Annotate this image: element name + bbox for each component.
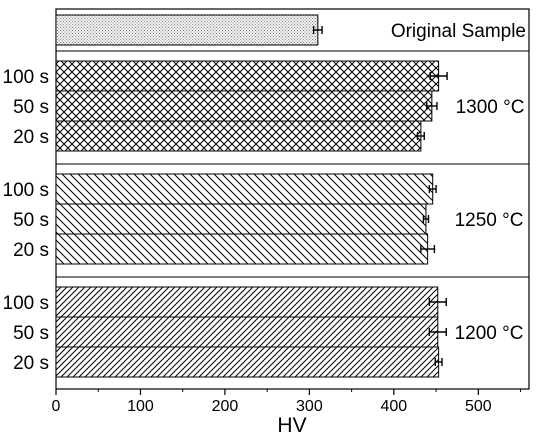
bar bbox=[55, 60, 440, 92]
group-separators bbox=[56, 50, 529, 278]
x-axis: 0 100 200 300 400 500 bbox=[52, 389, 522, 415]
category-label: 20 s bbox=[13, 240, 49, 261]
category-label: 20 s bbox=[13, 127, 49, 148]
group-labels: Original Sample 1300 °C 1250 °C 1200 °C bbox=[391, 21, 526, 344]
x-tick-label: 0 bbox=[52, 398, 61, 415]
x-tick-label: 200 bbox=[212, 398, 239, 415]
x-axis-title: HV bbox=[277, 414, 306, 437]
group-label: 1300 °C bbox=[456, 97, 525, 118]
bar bbox=[55, 286, 439, 318]
category-label: 50 s bbox=[13, 210, 49, 231]
bar bbox=[55, 316, 439, 348]
category-labels: 100 s 50 s 20 s 100 s 50 s 20 s 100 s 50 s 20 s bbox=[3, 67, 49, 374]
category-label: 50 s bbox=[13, 97, 49, 118]
category-label: 100 s bbox=[3, 180, 49, 201]
bar bbox=[55, 233, 429, 265]
bar-series bbox=[55, 14, 440, 378]
x-tick-label: 300 bbox=[296, 398, 323, 415]
category-label: 100 s bbox=[3, 67, 49, 88]
bar bbox=[55, 203, 427, 235]
category-label: 20 s bbox=[13, 353, 49, 374]
group-label: 1200 °C bbox=[455, 323, 524, 344]
x-tick-label: 100 bbox=[127, 398, 154, 415]
bar bbox=[55, 14, 319, 46]
error-bars bbox=[312, 26, 448, 366]
group-label: 1250 °C bbox=[455, 210, 524, 231]
bar bbox=[55, 346, 440, 378]
group-label: Original Sample bbox=[391, 21, 526, 42]
bar bbox=[55, 120, 422, 152]
x-tick-label: 500 bbox=[465, 398, 492, 415]
category-label: 50 s bbox=[13, 323, 49, 344]
bar bbox=[55, 90, 433, 122]
x-tick-label: 400 bbox=[381, 398, 408, 415]
category-label: 100 s bbox=[3, 293, 49, 314]
bar bbox=[55, 173, 434, 205]
